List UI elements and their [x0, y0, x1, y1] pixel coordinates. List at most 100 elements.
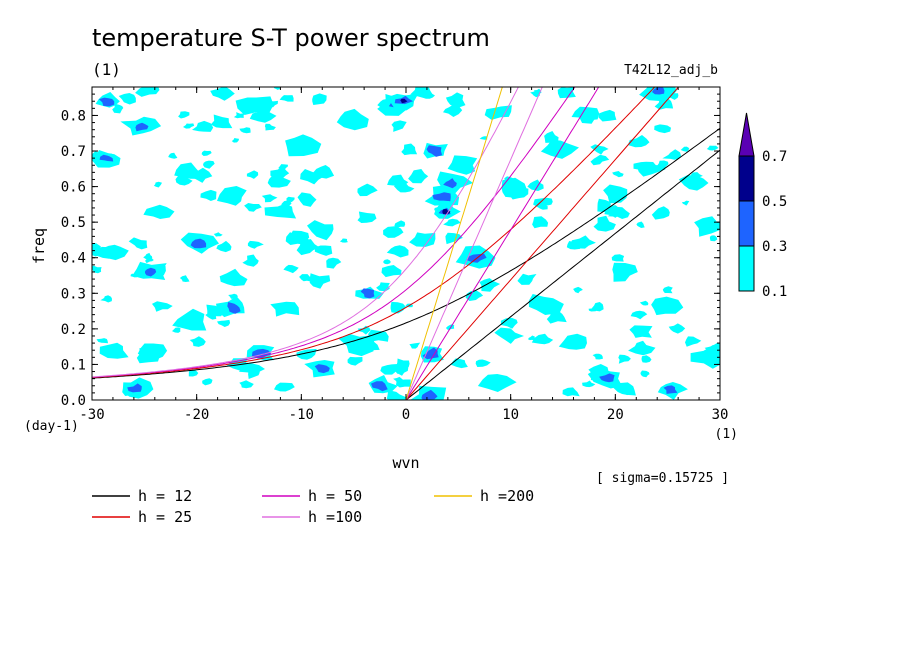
contour-fill — [383, 259, 391, 265]
contour-fill — [357, 325, 371, 335]
contour-patch — [336, 108, 369, 131]
contour-fill — [590, 154, 610, 166]
sigma-note: [ sigma=0.15725 ] — [596, 471, 729, 486]
contour-fill — [629, 325, 653, 338]
contour-fill — [261, 194, 278, 203]
legend-label: h = 12 — [138, 487, 192, 505]
contour-fill — [651, 206, 670, 220]
y-units-label: (day-1) — [24, 419, 79, 434]
contour-fill — [598, 109, 617, 122]
dispersion-curve-mrg — [92, 87, 656, 379]
contour-patch — [494, 327, 524, 344]
contour-fill — [152, 301, 173, 312]
contour-fill — [475, 359, 491, 367]
contour-patch-mid — [314, 364, 330, 374]
contour-fill — [357, 183, 378, 197]
y-tick-label: 0.8 — [61, 108, 86, 124]
contour-fill — [386, 390, 406, 400]
contour-patch-high — [400, 98, 408, 104]
x-tick-label: 30 — [712, 407, 729, 423]
x-axis-label: wvn — [392, 454, 419, 472]
contour-patch — [97, 244, 129, 261]
y-tick-label: 0.6 — [61, 180, 86, 196]
contour-patch-mid — [371, 381, 388, 392]
contour-fill — [680, 146, 690, 152]
y-tick-label: 0.4 — [61, 251, 86, 267]
dispersion-curve-kelvin — [405, 87, 543, 400]
contour-fill — [247, 240, 264, 249]
colorbar-label: 0.7 — [762, 149, 787, 165]
contour-fill — [279, 95, 294, 102]
dispersion-curve-mrg — [92, 127, 720, 379]
contour-fill — [421, 90, 435, 99]
contour-patch-mid — [432, 192, 451, 202]
contour-fill — [312, 93, 327, 105]
contour-fill — [544, 131, 559, 143]
colorbar-segment — [738, 155, 755, 202]
x-tick-label: -30 — [79, 407, 104, 423]
contour-fill — [233, 112, 245, 119]
contour-fill — [100, 295, 112, 303]
contour-fill — [662, 149, 681, 160]
chart-title: temperature S-T power spectrum — [92, 24, 490, 52]
y-axis-label: freq — [30, 228, 48, 264]
contour-fill — [213, 232, 223, 237]
colorbar-segment — [738, 200, 755, 247]
contour-fill — [188, 369, 199, 377]
contour-fill — [573, 286, 583, 294]
contour-fill — [381, 265, 402, 278]
legend-label: h =100 — [308, 508, 362, 526]
contour-patch-high — [442, 209, 451, 215]
contour-fill — [640, 370, 650, 378]
contour-patch-mid — [663, 385, 678, 394]
contour-fill — [339, 238, 348, 243]
contour-fill — [706, 145, 719, 151]
contour-fill — [612, 171, 624, 178]
y-tick-label: 0.3 — [61, 286, 86, 302]
run-label: T42L12_adj_b — [624, 63, 718, 78]
colorbar-extend-arrow — [738, 112, 755, 157]
y-tick-label: 0.0 — [61, 393, 86, 409]
contour-fill — [562, 387, 580, 397]
contour-fill — [654, 124, 671, 134]
contour-patch — [484, 105, 512, 120]
contour-fill — [178, 111, 190, 119]
contour-patch — [143, 204, 175, 219]
contour-fill — [290, 230, 310, 243]
contour-patch — [99, 342, 129, 359]
contour-patch — [217, 186, 247, 206]
contour-fill — [451, 358, 468, 369]
contour-fill — [216, 240, 232, 253]
contour-fill — [192, 120, 214, 132]
contour-fill — [557, 87, 576, 99]
contour-fill — [347, 356, 363, 366]
contour-fill — [189, 336, 206, 347]
contour-fill — [387, 174, 409, 188]
contour-patch — [264, 203, 297, 219]
contour-fill — [179, 275, 190, 282]
contour-patch — [447, 155, 478, 175]
contour-patch — [285, 134, 322, 157]
contour-fill — [137, 343, 168, 361]
contour-fill — [668, 323, 686, 334]
contour-fill — [376, 282, 390, 292]
contour-patch-mid — [227, 302, 241, 314]
contour-patch-mid — [98, 97, 115, 107]
contour-fill — [531, 333, 554, 345]
contour-patch-mid — [127, 383, 142, 393]
contour-fill — [286, 196, 295, 202]
plot-area — [92, 87, 720, 400]
contour-fill — [242, 254, 259, 267]
contour-fill — [479, 136, 488, 140]
contour-patch-mid — [652, 87, 665, 95]
contour-fill — [270, 166, 290, 179]
contour-fill — [202, 378, 213, 386]
contour-fill — [607, 206, 630, 219]
contour-fill — [528, 335, 536, 341]
contour-patch — [678, 175, 709, 191]
contour-patch — [270, 301, 300, 317]
colorbar-segment — [738, 245, 755, 292]
colorbar: 0.1 0.3 0.5 0.7 — [738, 112, 787, 300]
contour-patch — [219, 268, 248, 287]
